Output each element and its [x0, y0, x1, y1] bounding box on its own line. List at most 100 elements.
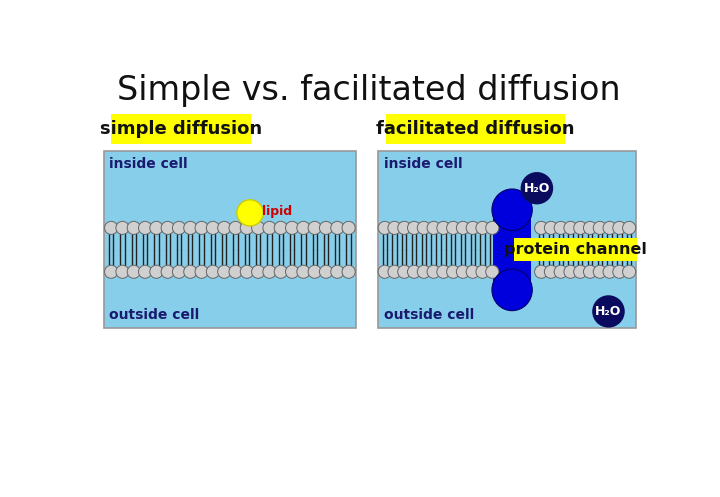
- Circle shape: [466, 265, 480, 278]
- Circle shape: [251, 221, 265, 235]
- Text: H₂O: H₂O: [523, 182, 550, 195]
- Circle shape: [583, 265, 597, 278]
- Circle shape: [564, 265, 577, 278]
- Circle shape: [378, 221, 392, 235]
- Circle shape: [184, 221, 197, 235]
- Circle shape: [593, 221, 606, 235]
- Circle shape: [308, 221, 321, 235]
- Circle shape: [297, 265, 310, 278]
- Circle shape: [427, 221, 440, 235]
- Circle shape: [320, 221, 333, 235]
- Circle shape: [330, 265, 344, 278]
- Text: protein channel: protein channel: [504, 243, 647, 257]
- Circle shape: [320, 265, 333, 278]
- Circle shape: [583, 221, 597, 235]
- Circle shape: [342, 221, 355, 235]
- Circle shape: [150, 265, 163, 278]
- Circle shape: [104, 265, 118, 278]
- Circle shape: [240, 265, 253, 278]
- Circle shape: [274, 221, 287, 235]
- Circle shape: [554, 265, 567, 278]
- Circle shape: [342, 265, 355, 278]
- Circle shape: [263, 221, 276, 235]
- Ellipse shape: [492, 189, 532, 231]
- Circle shape: [574, 265, 587, 278]
- Text: lipid: lipid: [261, 205, 292, 218]
- Circle shape: [195, 265, 208, 278]
- Circle shape: [217, 221, 231, 235]
- Text: facilitated diffusion: facilitated diffusion: [377, 120, 575, 138]
- Circle shape: [397, 221, 411, 235]
- Text: Simple vs. facilitated diffusion: Simple vs. facilitated diffusion: [117, 74, 621, 107]
- Circle shape: [446, 221, 460, 235]
- Circle shape: [172, 221, 186, 235]
- Circle shape: [251, 265, 265, 278]
- Circle shape: [127, 221, 140, 235]
- Circle shape: [397, 265, 411, 278]
- FancyBboxPatch shape: [386, 113, 565, 144]
- Circle shape: [138, 221, 152, 235]
- Circle shape: [534, 265, 548, 278]
- Ellipse shape: [492, 269, 532, 311]
- Text: inside cell: inside cell: [384, 158, 462, 171]
- Text: inside cell: inside cell: [109, 158, 188, 171]
- Circle shape: [388, 265, 401, 278]
- Circle shape: [217, 265, 231, 278]
- Circle shape: [544, 221, 557, 235]
- Circle shape: [286, 265, 299, 278]
- Circle shape: [330, 221, 344, 235]
- Circle shape: [603, 265, 616, 278]
- Circle shape: [408, 265, 420, 278]
- Circle shape: [172, 265, 186, 278]
- FancyBboxPatch shape: [513, 238, 637, 261]
- Circle shape: [564, 221, 577, 235]
- Text: outside cell: outside cell: [109, 308, 199, 322]
- Circle shape: [297, 221, 310, 235]
- Circle shape: [427, 265, 440, 278]
- Circle shape: [574, 221, 587, 235]
- Circle shape: [116, 265, 129, 278]
- FancyBboxPatch shape: [111, 113, 251, 144]
- Circle shape: [207, 265, 220, 278]
- Circle shape: [195, 221, 208, 235]
- Circle shape: [623, 221, 636, 235]
- Circle shape: [486, 221, 499, 235]
- Circle shape: [161, 221, 174, 235]
- Text: outside cell: outside cell: [384, 308, 474, 322]
- Circle shape: [263, 265, 276, 278]
- Circle shape: [408, 221, 420, 235]
- Circle shape: [229, 221, 242, 235]
- Circle shape: [534, 221, 548, 235]
- Circle shape: [593, 265, 606, 278]
- Circle shape: [229, 265, 242, 278]
- Circle shape: [286, 221, 299, 235]
- Circle shape: [476, 265, 489, 278]
- Circle shape: [437, 265, 450, 278]
- Circle shape: [446, 265, 460, 278]
- Circle shape: [240, 221, 253, 235]
- Circle shape: [613, 265, 626, 278]
- Circle shape: [104, 221, 118, 235]
- FancyBboxPatch shape: [493, 210, 531, 290]
- Circle shape: [521, 172, 553, 204]
- Circle shape: [486, 265, 499, 278]
- Circle shape: [161, 265, 174, 278]
- Circle shape: [150, 221, 163, 235]
- Circle shape: [184, 265, 197, 278]
- Circle shape: [308, 265, 321, 278]
- Circle shape: [456, 221, 469, 235]
- FancyBboxPatch shape: [104, 151, 356, 329]
- Circle shape: [207, 221, 220, 235]
- Circle shape: [138, 265, 152, 278]
- Circle shape: [623, 265, 636, 278]
- Circle shape: [603, 221, 616, 235]
- Circle shape: [544, 265, 557, 278]
- Circle shape: [476, 221, 489, 235]
- Text: H₂O: H₂O: [595, 305, 621, 318]
- Circle shape: [554, 221, 567, 235]
- FancyBboxPatch shape: [378, 151, 636, 329]
- Circle shape: [378, 265, 392, 278]
- Circle shape: [418, 265, 431, 278]
- Text: simple diffusion: simple diffusion: [100, 120, 262, 138]
- Circle shape: [116, 221, 129, 235]
